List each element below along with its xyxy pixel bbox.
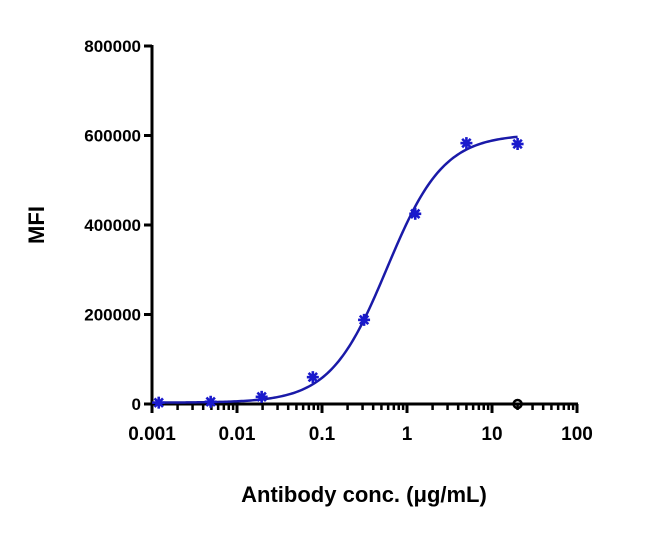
x-tick-labels: 0.001 0.01 0.1 1 10 100 <box>128 424 593 445</box>
x-tick-label: 0.001 <box>128 424 176 445</box>
y-tick-label: 0 <box>132 395 141 414</box>
x-tick-label: 0.01 <box>219 424 256 445</box>
y-tick-label: 600000 <box>84 127 141 146</box>
y-tick-label: 200000 <box>84 306 141 325</box>
x-tick-label: 10 <box>481 424 502 445</box>
x-tick-label: 100 <box>561 424 593 445</box>
y-tick-label: 800000 <box>84 37 141 56</box>
data-point-asterisk <box>409 207 422 220</box>
data-point-asterisk <box>511 138 524 151</box>
y-tick-labels: 0 200000 400000 600000 800000 <box>84 37 141 414</box>
x-tick-label: 1 <box>402 424 413 445</box>
data-point-asterisk <box>306 371 319 384</box>
data-point-asterisk <box>460 137 473 150</box>
data-point-open-circle <box>512 398 523 410</box>
x-axis-label: Antibody conc. (μg/mL) <box>241 482 487 507</box>
data-point-asterisk <box>204 395 217 408</box>
data-point-asterisk <box>255 390 268 403</box>
axes <box>144 44 579 413</box>
data-point-asterisk <box>358 313 371 326</box>
x-tick-label: 0.1 <box>309 424 336 445</box>
points-layer <box>152 137 524 410</box>
y-tick-label: 400000 <box>84 216 141 235</box>
y-axis-label: MFI <box>24 206 49 244</box>
data-point-asterisk <box>152 396 165 409</box>
fit-curve <box>151 135 518 404</box>
fit-curve-layer <box>151 135 518 404</box>
